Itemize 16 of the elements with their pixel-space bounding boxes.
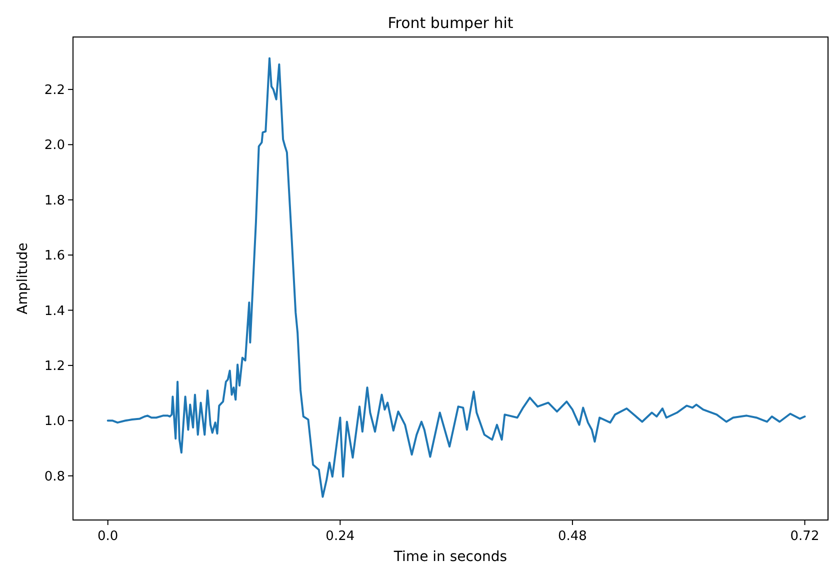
x-tick-label: 0.72	[790, 529, 820, 544]
y-tick-label: 1.2	[44, 358, 65, 374]
x-tick-label: 0.24	[326, 529, 355, 544]
x-tick-label: 0.0	[98, 529, 118, 544]
y-axis-title: Amplitude	[15, 242, 31, 314]
y-tick-label: 2.2	[44, 82, 65, 98]
y-tick-label: 1.6	[44, 248, 65, 264]
y-tick-label: 2.0	[44, 138, 65, 154]
y-tick-label: 0.8	[44, 469, 65, 484]
y-tick-label: 1.4	[44, 304, 65, 319]
y-tick-label: 1.8	[44, 193, 65, 208]
x-tick-label: 0.48	[558, 529, 587, 544]
chart-title: Front bumper hit	[388, 14, 514, 32]
y-tick-label: 1.0	[44, 414, 65, 430]
x-axis-title: Time in seconds	[392, 549, 508, 565]
line-series	[106, 57, 806, 498]
